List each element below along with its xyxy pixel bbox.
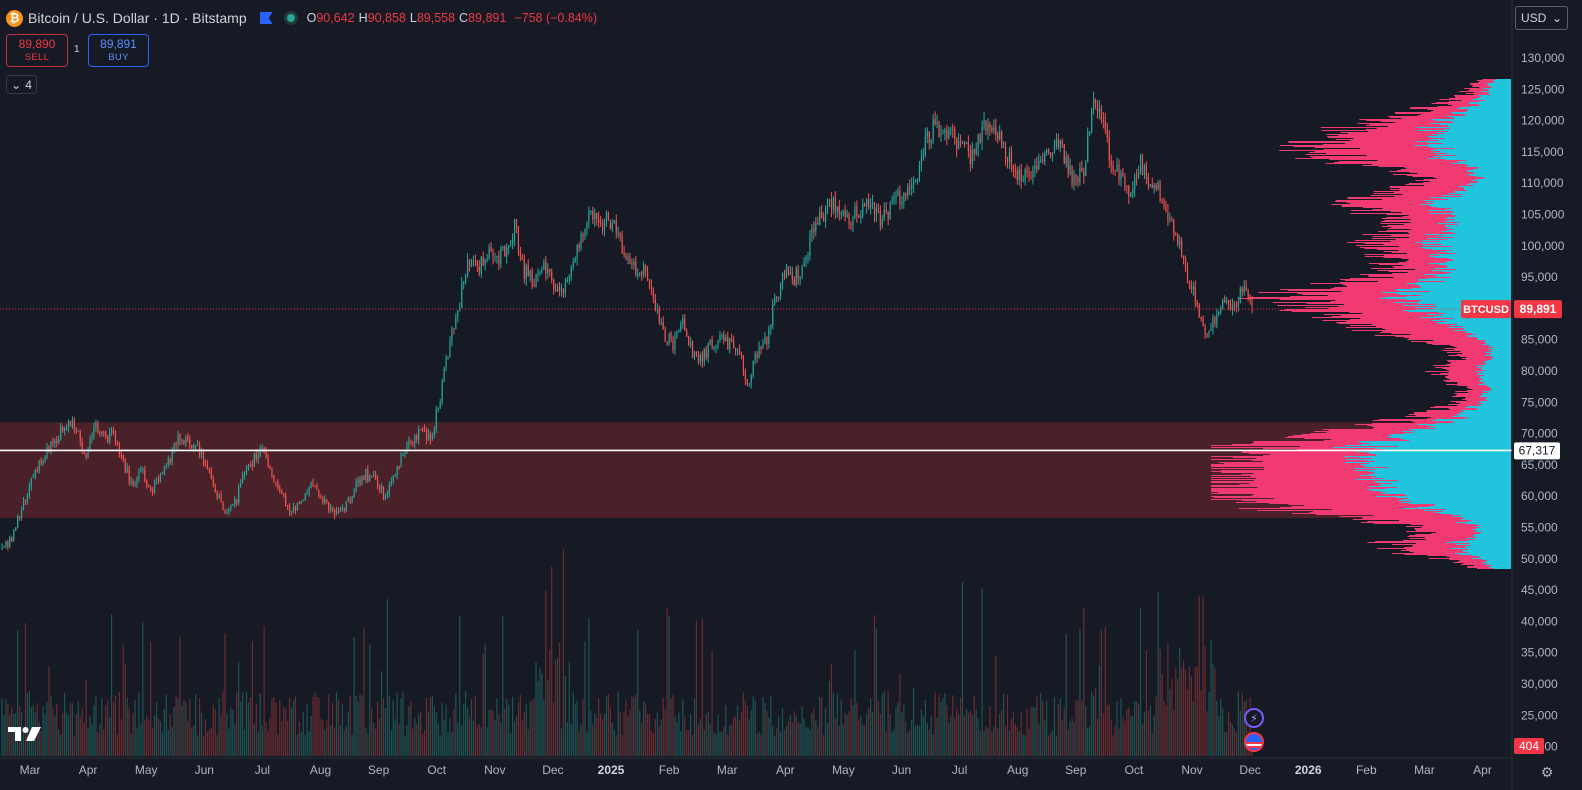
high-label: H <box>358 11 368 25</box>
x-tick-label: Feb <box>659 763 680 777</box>
y-tick-label: 60,000 <box>1521 489 1558 503</box>
indicator-count: 4 <box>25 77 32 92</box>
close-label: C <box>459 11 469 25</box>
last-price-symbol: BTCUSD <box>1463 304 1509 316</box>
last-price-value: 89,891 <box>1520 302 1557 316</box>
y-tick-label: 40,000 <box>1521 614 1558 628</box>
spread-value: 1 <box>74 44 80 55</box>
y-tick-label: 130,000 <box>1521 51 1565 65</box>
y-tick-label: 85,000 <box>1521 333 1558 347</box>
x-tick-label: Feb <box>1356 763 1377 777</box>
x-tick-label: Nov <box>484 763 505 777</box>
x-tick-label: Aug <box>1007 763 1028 777</box>
chevron-down-icon: ⌄ <box>11 77 22 92</box>
x-tick-label: Aug <box>310 763 331 777</box>
y-tick-label: 30,000 <box>1521 677 1558 691</box>
open-label: O <box>306 11 317 25</box>
y-tick-label: 65,000 <box>1521 458 1558 472</box>
gear-icon[interactable]: ⚙ <box>1540 763 1554 780</box>
sell-button[interactable]: 89,890 SELL <box>6 34 68 67</box>
x-tick-label: Apr <box>776 763 795 777</box>
tradingview-logo-icon[interactable] <box>8 724 42 744</box>
ohlc-values: O90,642 H90,858 L89,558 C89,891 −758 (−0… <box>307 11 597 25</box>
x-tick-label: Jun <box>195 763 214 777</box>
symbol-legend[interactable]: ₿ Bitcoin / U.S. Dollar · 1D · Bitstamp … <box>6 8 597 28</box>
change-value: −758 (−0.84%) <box>514 11 598 25</box>
flag-icon[interactable] <box>259 12 273 24</box>
y-tick-label: 105,000 <box>1521 208 1565 222</box>
y-tick-label: 95,000 <box>1521 270 1558 284</box>
volume-value: 404 <box>1519 739 1539 753</box>
x-tick-label: Mar <box>1414 763 1435 777</box>
bitcoin-logo-icon: ₿ <box>6 9 23 27</box>
x-tick-label: Nov <box>1181 763 1202 777</box>
low-label: L <box>409 11 417 25</box>
last-price-symbol-tag <box>1461 300 1511 319</box>
x-tick-label: Sep <box>1065 763 1087 777</box>
buy-button[interactable]: 89,891 BUY <box>88 34 149 67</box>
y-tick-label: 45,000 <box>1521 583 1558 597</box>
open-value: 90,642 <box>316 11 355 25</box>
x-tick-label: Mar <box>20 763 41 777</box>
x-tick-label: Apr <box>1473 763 1492 777</box>
y-tick-label: 120,000 <box>1521 114 1565 128</box>
sell-label: SELL <box>24 51 50 63</box>
y-tick-label: 35,000 <box>1521 646 1558 660</box>
volume-tag <box>1514 738 1544 754</box>
low-value: 89,558 <box>416 11 456 25</box>
y-tick-label: 115,000 <box>1521 145 1564 159</box>
x-tick-label: Apr <box>79 763 98 777</box>
high-value: 90,858 <box>367 11 406 25</box>
y-tick-label: 25,000 <box>1521 708 1558 722</box>
level-tag <box>1514 442 1560 460</box>
buy-label: BUY <box>108 51 129 63</box>
x-tick-label: 2025 <box>598 763 625 777</box>
y-tick-label: 70,000 <box>1521 427 1558 441</box>
us-flag-event-icon[interactable] <box>1244 732 1264 752</box>
y-tick-label: 100,000 <box>1521 239 1565 253</box>
indicators-toggle-button[interactable]: ⌄ 4 <box>6 75 37 94</box>
last-price-tag <box>1514 300 1562 319</box>
y-tick-label: 80,000 <box>1521 364 1558 378</box>
x-tick-label: Jul <box>952 763 967 777</box>
buy-price: 89,891 <box>100 36 137 51</box>
lightning-event-icon[interactable]: ⚡ <box>1244 708 1264 728</box>
symbol-title[interactable]: Bitcoin / U.S. Dollar · 1D · Bitstamp <box>28 10 247 26</box>
market-open-icon <box>283 11 298 25</box>
x-tick-label: Oct <box>1125 763 1144 777</box>
x-tick-label: May <box>135 763 158 777</box>
x-tick-label: Jun <box>892 763 911 777</box>
chevron-down-icon: ⌄ <box>1551 11 1562 25</box>
currency-value: USD <box>1521 11 1547 25</box>
sell-price: 89,890 <box>18 36 56 51</box>
x-tick-label: 2026 <box>1295 763 1322 777</box>
y-tick-label: 50,000 <box>1521 552 1558 566</box>
level-value: 67,317 <box>1519 443 1556 457</box>
x-tick-label: Jul <box>255 763 270 777</box>
x-tick-label: Mar <box>717 763 738 777</box>
y-tick-label: 110,000 <box>1521 176 1564 190</box>
x-tick-label: Dec <box>1239 763 1260 777</box>
y-tick-label: 75,000 <box>1521 395 1558 409</box>
y-tick-label: 125,000 <box>1521 82 1565 96</box>
close-value: 89,891 <box>468 11 507 25</box>
x-tick-label: May <box>832 763 855 777</box>
x-tick-label: Sep <box>368 763 390 777</box>
y-tick-label: 55,000 <box>1521 521 1558 535</box>
x-tick-label: Dec <box>542 763 563 777</box>
currency-selector[interactable]: USD ⌄ <box>1515 6 1568 30</box>
x-tick-label: Oct <box>427 763 446 777</box>
